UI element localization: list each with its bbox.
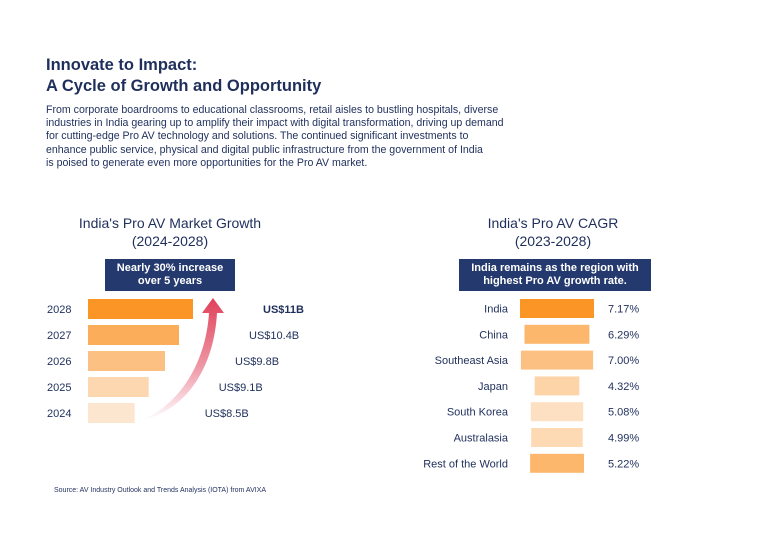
market-growth-callout-line-2: over 5 years (137, 275, 203, 287)
cagr-callout-line-2: highest Pro AV growth rate. (483, 275, 627, 287)
cagr-region-label: Rest of the World (423, 458, 508, 470)
market-bar (88, 351, 165, 371)
cagr-region-label: Australasia (454, 433, 509, 445)
cagr-title-line-2: (2023-2028) (514, 233, 592, 249)
cagr-bar (530, 402, 584, 422)
market-year-label: 2024 (47, 408, 71, 420)
market-value-label: US$9.1B (219, 382, 263, 394)
cagr-bar (520, 299, 594, 318)
cagr-bar (524, 324, 590, 344)
market-value-label: US$9.8B (235, 356, 279, 368)
intro-line: for cutting-edge Pro AV technology and s… (46, 130, 469, 143)
intro-line: is poised to generate even more opportun… (46, 156, 368, 169)
market-bar (88, 325, 179, 345)
market-value-label: US$11B (263, 304, 304, 316)
cagr-region-label: China (479, 329, 509, 341)
market-growth-callout: Nearly 30% increase over 5 years (105, 259, 235, 291)
title-line-2: A Cycle of Growth and Opportunity (46, 77, 322, 95)
market-bar (88, 403, 135, 423)
cagr-region-label: India (484, 304, 509, 316)
cagr-region-label: South Korea (447, 407, 509, 419)
cagr-bar (531, 428, 583, 447)
cagr-value-label: 4.32% (608, 381, 639, 393)
market-growth-chart: 2028 US$11B 2027 US$10.4B 2026 US$9.8B 2025 US$… (47, 299, 304, 423)
cagr-bar (520, 350, 594, 370)
cagr-bar (530, 453, 584, 473)
intro-line: From corporate boardrooms to educational… (46, 104, 499, 116)
market-growth-title-line-1: India's Pro AV Market Growth (78, 215, 262, 231)
market-value-label: US$8.5B (205, 408, 249, 420)
growth-arrow-icon (140, 298, 224, 421)
market-year-label: 2025 (47, 382, 71, 394)
intro-line: industries in India gearing up to amplif… (46, 117, 504, 130)
cagr-chart: India 7.17% China 6.29% Southeast Asia 7.00% J… (423, 299, 639, 473)
market-bar (88, 377, 149, 397)
market-year-label: 2028 (47, 304, 71, 316)
cagr-value-label: 4.99% (608, 433, 639, 445)
intro-paragraph: From corporate boardrooms to educational… (46, 104, 566, 170)
market-growth-title-line-2: (2024-2028) (131, 233, 209, 249)
cagr-value-label: 5.08% (608, 407, 639, 419)
cagr-value-label: 7.00% (608, 355, 639, 367)
cagr-callout-line-1: India remains as the region with (471, 262, 639, 274)
market-growth-chart-title: India's Pro AV Market Growth (2024-2028) (40, 214, 300, 250)
market-growth-callout-line-1: Nearly 30% increase (116, 262, 224, 274)
page-title: Innovate to Impact: A Cycle of Growth an… (46, 55, 321, 97)
market-year-label: 2027 (47, 330, 71, 342)
cagr-region-label: Japan (478, 381, 508, 393)
cagr-value-label: 6.29% (608, 329, 639, 341)
cagr-value-label: 5.22% (608, 458, 639, 470)
cagr-callout: India remains as the region with highest… (459, 259, 651, 291)
cagr-value-label: 7.17% (608, 304, 639, 316)
cagr-title-line-1: India's Pro AV CAGR (487, 215, 619, 231)
market-value-label: US$10.4B (249, 330, 299, 342)
title-line-1: Innovate to Impact: (46, 56, 198, 74)
source-note: Source: AV Industry Outlook and Trends A… (54, 487, 267, 494)
cagr-bar (534, 376, 580, 396)
market-year-label: 2026 (47, 356, 71, 368)
market-bar (88, 299, 193, 319)
cagr-chart-title: India's Pro AV CAGR (2023-2028) (432, 214, 674, 250)
cagr-region-label: Southeast Asia (435, 355, 509, 367)
intro-line: enhance public service, physical and dig… (46, 143, 483, 156)
